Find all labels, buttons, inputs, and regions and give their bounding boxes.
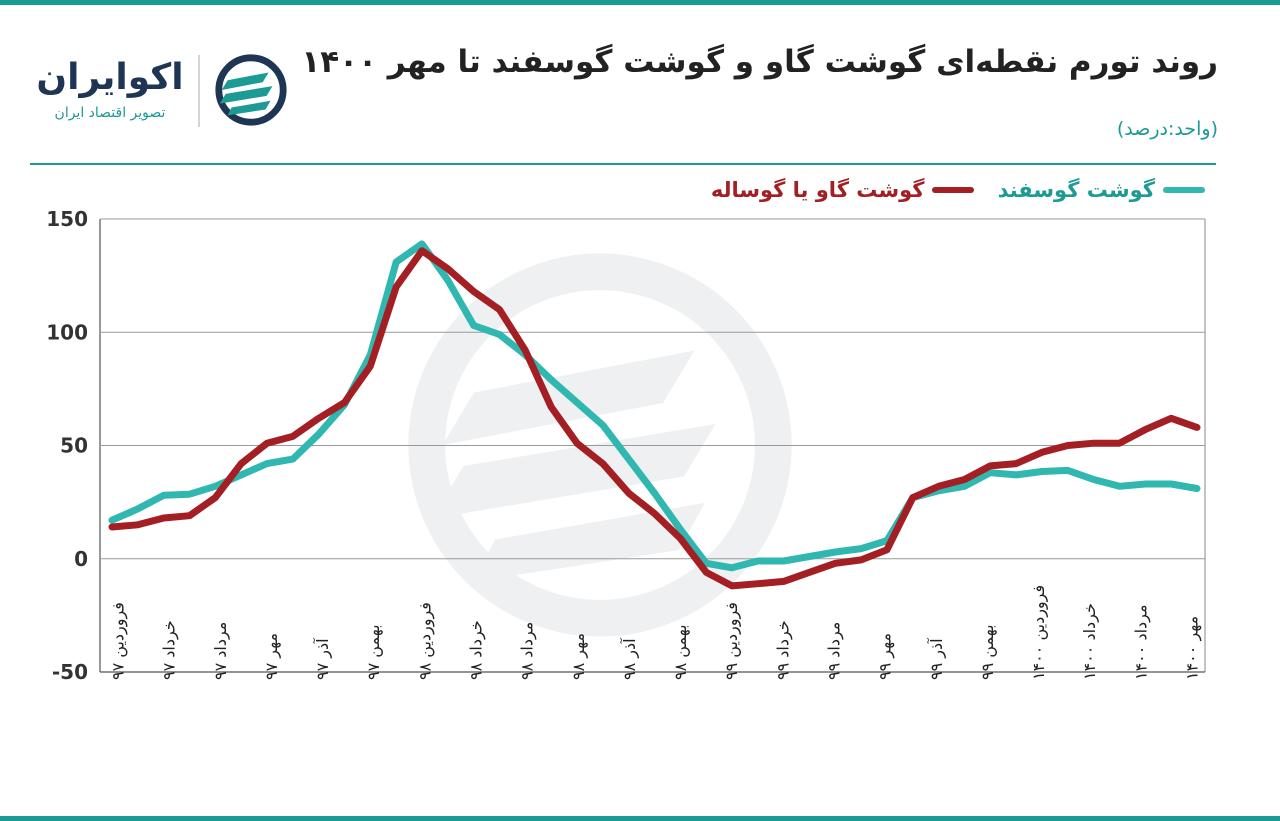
legend-label-sheep: گوشت گوسفند bbox=[997, 178, 1155, 202]
chart-title: روند تورم نقطه‌ای گوشت گاو و گوشت گوسفند… bbox=[301, 44, 1218, 80]
brand-logo: اکوایران تصویر اقتصاد ایران bbox=[30, 45, 290, 135]
x-tick-label: مهر ۹۷ bbox=[262, 633, 282, 680]
x-tick-label: مرداد ۹۸ bbox=[518, 622, 538, 680]
x-tick-label: مرداد ۹۷ bbox=[211, 622, 231, 680]
y-tick-label: 150 bbox=[46, 207, 88, 231]
x-tick-label: فروردین ۹۸ bbox=[415, 602, 435, 680]
x-tick-label: خرداد ۹۷ bbox=[160, 620, 180, 680]
x-tick-label: بهمن ۹۷ bbox=[364, 624, 384, 680]
x-tick-label: مهر ۹۹ bbox=[876, 633, 896, 680]
x-tick-label: فروردین ۹۷ bbox=[109, 602, 129, 680]
y-tick-label: 100 bbox=[46, 320, 88, 344]
x-tick-label: بهمن ۹۸ bbox=[671, 624, 691, 680]
x-tick-label: مرداد ۱۴۰۰ bbox=[1131, 604, 1151, 680]
bottom-accent-bar bbox=[0, 816, 1280, 821]
y-tick-label: 0 bbox=[74, 547, 88, 571]
x-tick-label: بهمن ۹۹ bbox=[978, 624, 998, 680]
legend-label-beef: گوشت گاو یا گوساله bbox=[710, 178, 925, 202]
x-tick-label: فروردین ۹۹ bbox=[722, 602, 742, 680]
y-tick-label: -50 bbox=[52, 660, 88, 684]
chart-legend: گوشت گوسفند گوشت گاو یا گوساله bbox=[693, 178, 1205, 202]
legend-swatch-sheep bbox=[1163, 187, 1205, 193]
x-tick-label: آذر ۹۹ bbox=[927, 637, 947, 680]
x-tick-label: مهر ۱۴۰۰ bbox=[1183, 616, 1203, 680]
legend-swatch-beef bbox=[932, 187, 975, 193]
series-line-sheep bbox=[108, 240, 1201, 572]
chart-unit: (واحد:درصد) bbox=[1116, 118, 1218, 140]
y-tick-label: 50 bbox=[60, 434, 88, 458]
header-divider bbox=[30, 163, 1216, 165]
brand-tagline: تصویر اقتصاد ایران bbox=[54, 105, 166, 121]
ecoiran-logo-icon bbox=[215, 54, 287, 126]
x-tick-label: خرداد ۱۴۰۰ bbox=[1080, 603, 1100, 680]
legend-item-sheep: گوشت گوسفند bbox=[998, 178, 1205, 202]
logo-divider bbox=[198, 55, 200, 127]
x-tick-label: خرداد ۹۸ bbox=[467, 620, 487, 680]
x-tick-label: آذر ۹۸ bbox=[620, 637, 640, 680]
series-line-beef bbox=[108, 247, 1201, 590]
x-tick-label: آذر ۹۷ bbox=[313, 637, 333, 680]
brand-name: اکوایران bbox=[36, 57, 184, 98]
x-tick-label: خرداد ۹۹ bbox=[773, 620, 793, 680]
x-tick-label: مهر ۹۸ bbox=[569, 633, 589, 680]
top-accent-bar bbox=[0, 0, 1280, 5]
legend-item-beef: گوشت گاو یا گوساله bbox=[711, 178, 975, 202]
x-tick-label: مرداد ۹۹ bbox=[825, 622, 845, 680]
x-tick-label: فروردین ۱۴۰۰ bbox=[1029, 585, 1049, 680]
line-chart: 150 100 50 0 -50 فروردین ۹۷ خرداد ۹۷ مرداد ۹۷ مه… bbox=[46, 207, 1206, 684]
